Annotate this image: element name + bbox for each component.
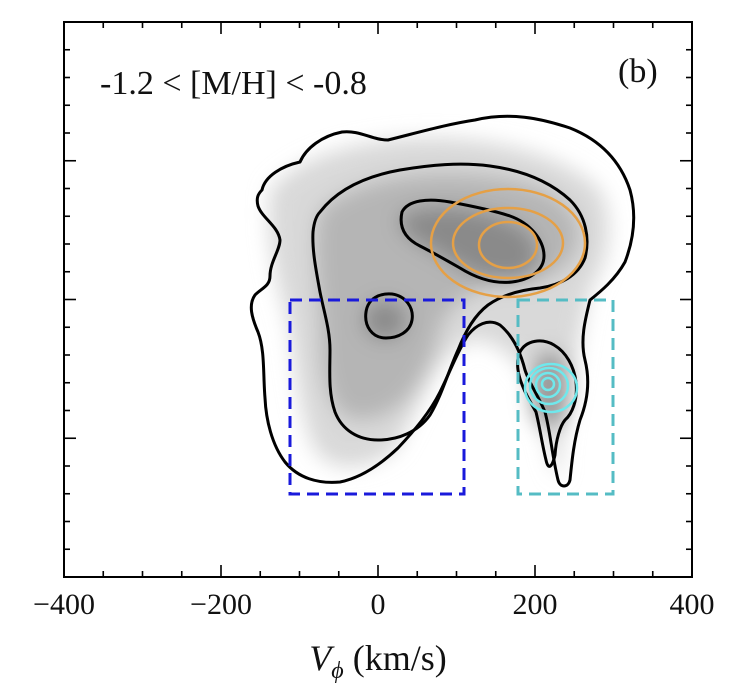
metallicity-label: -1.2 < [M/H] < -0.8: [100, 65, 367, 102]
contour-stream: [516, 339, 578, 468]
orange-ellipse-mid: [451, 206, 565, 280]
x-axis-unit: (km/s): [344, 638, 447, 678]
orange-model-contours: [429, 187, 587, 299]
x-tick-label: 0: [371, 588, 386, 621]
orange-ellipse-inner: [477, 220, 539, 270]
cyan-circle-2: [528, 366, 570, 406]
x-axis-symbol: V: [309, 638, 335, 678]
axis-ticks: [63, 21, 693, 578]
x-tick-label: 200: [513, 588, 558, 621]
x-axis-label: Vϕ (km/s): [309, 638, 446, 684]
density-knot: [363, 300, 407, 340]
contour-knot: [364, 292, 414, 340]
cyan-selection-box: [516, 298, 615, 496]
cyan-circle-1: [523, 362, 579, 414]
x-axis-subscript: ϕ: [331, 658, 343, 684]
x-tick-label: −400: [33, 588, 95, 621]
x-tick-labels: −400 −200 0 200 400: [33, 588, 714, 621]
x-tick-label: 400: [670, 588, 715, 621]
x-tick-label: −200: [190, 588, 252, 621]
blue-selection-box: [288, 298, 466, 496]
panel-label: (b): [618, 53, 658, 90]
cyan-circle-4: [540, 376, 556, 392]
orange-ellipse-outer: [429, 187, 587, 299]
cyan-circle-3: [534, 371, 562, 399]
cyan-model-contours: [523, 362, 579, 414]
